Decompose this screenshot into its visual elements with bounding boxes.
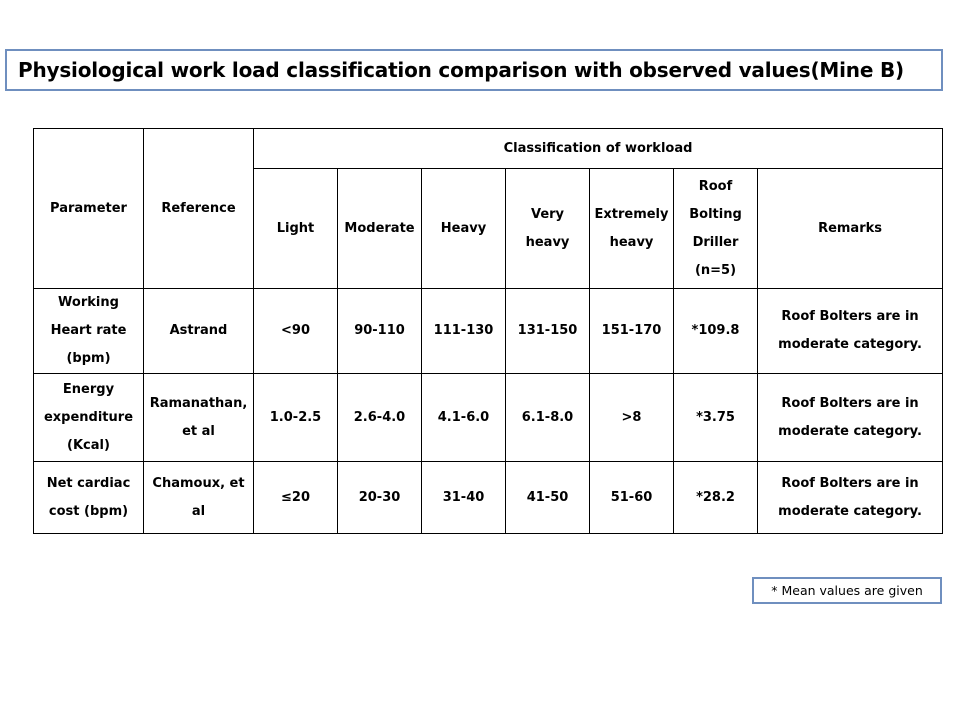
cell-remarks: Roof Bolters are in moderate category. bbox=[756, 461, 944, 534]
cell-light: 1.0-2.5 bbox=[253, 373, 338, 462]
cell-light: ≤20 bbox=[253, 461, 338, 534]
cell-very-heavy: 41-50 bbox=[505, 461, 590, 534]
cell-observed: *109.8 bbox=[673, 288, 758, 374]
table-subheader-row: Light Moderate Heavy Very heavy Extremel… bbox=[34, 168, 944, 289]
cell-very-heavy: 6.1-8.0 bbox=[505, 373, 590, 462]
header-remarks: Remarks bbox=[756, 168, 944, 289]
cell-reference: Astrand bbox=[143, 288, 254, 374]
cell-parameter: Net cardiac cost (bpm) bbox=[33, 461, 144, 534]
table-header-row: Parameter Reference Classification of wo… bbox=[33, 128, 944, 289]
cell-reference: Ramanathan, et al bbox=[143, 373, 254, 462]
header-extremely-heavy: Extremely heavy bbox=[589, 168, 674, 289]
cell-extremely-heavy: 151-170 bbox=[589, 288, 674, 374]
cell-observed: *28.2 bbox=[673, 461, 758, 534]
cell-moderate: 20-30 bbox=[337, 461, 422, 534]
cell-reference: Chamoux, et al bbox=[143, 461, 254, 534]
cell-parameter: Energy expenditure (Kcal) bbox=[33, 373, 144, 462]
header-parameter: Parameter bbox=[33, 128, 144, 289]
cell-extremely-heavy: 51-60 bbox=[589, 461, 674, 534]
cell-parameter: Working Heart rate (bpm) bbox=[33, 288, 144, 374]
cell-moderate: 90-110 bbox=[337, 288, 422, 374]
cell-extremely-heavy: >8 bbox=[589, 373, 674, 462]
header-moderate: Moderate bbox=[337, 168, 422, 289]
cell-heavy: 4.1-6.0 bbox=[421, 373, 506, 462]
header-roof-bolting-driller: Roof Bolting Driller (n=5) bbox=[673, 168, 758, 289]
table-row: Energy expenditure (Kcal) Ramanathan, et… bbox=[33, 373, 944, 462]
cell-very-heavy: 131-150 bbox=[505, 288, 590, 374]
mean-values-note: * Mean values are given bbox=[752, 577, 942, 604]
cell-remarks: Roof Bolters are in moderate category. bbox=[756, 373, 944, 462]
header-light: Light bbox=[253, 168, 338, 289]
workload-classification-table: Parameter Reference Classification of wo… bbox=[33, 128, 944, 534]
table-row: Working Heart rate (bpm) Astrand <90 90-… bbox=[33, 288, 944, 374]
cell-observed: *3.75 bbox=[673, 373, 758, 462]
cell-moderate: 2.6-4.0 bbox=[337, 373, 422, 462]
page-title: Physiological work load classification c… bbox=[5, 49, 943, 91]
header-reference: Reference bbox=[143, 128, 254, 289]
table-row: Net cardiac cost (bpm) Chamoux, et al ≤2… bbox=[33, 461, 944, 534]
header-very-heavy: Very heavy bbox=[505, 168, 590, 289]
cell-heavy: 31-40 bbox=[421, 461, 506, 534]
cell-light: <90 bbox=[253, 288, 338, 374]
cell-heavy: 111-130 bbox=[421, 288, 506, 374]
header-classification: Classification of workload bbox=[252, 128, 944, 169]
cell-remarks: Roof Bolters are in moderate category. bbox=[756, 288, 944, 374]
header-heavy: Heavy bbox=[421, 168, 506, 289]
